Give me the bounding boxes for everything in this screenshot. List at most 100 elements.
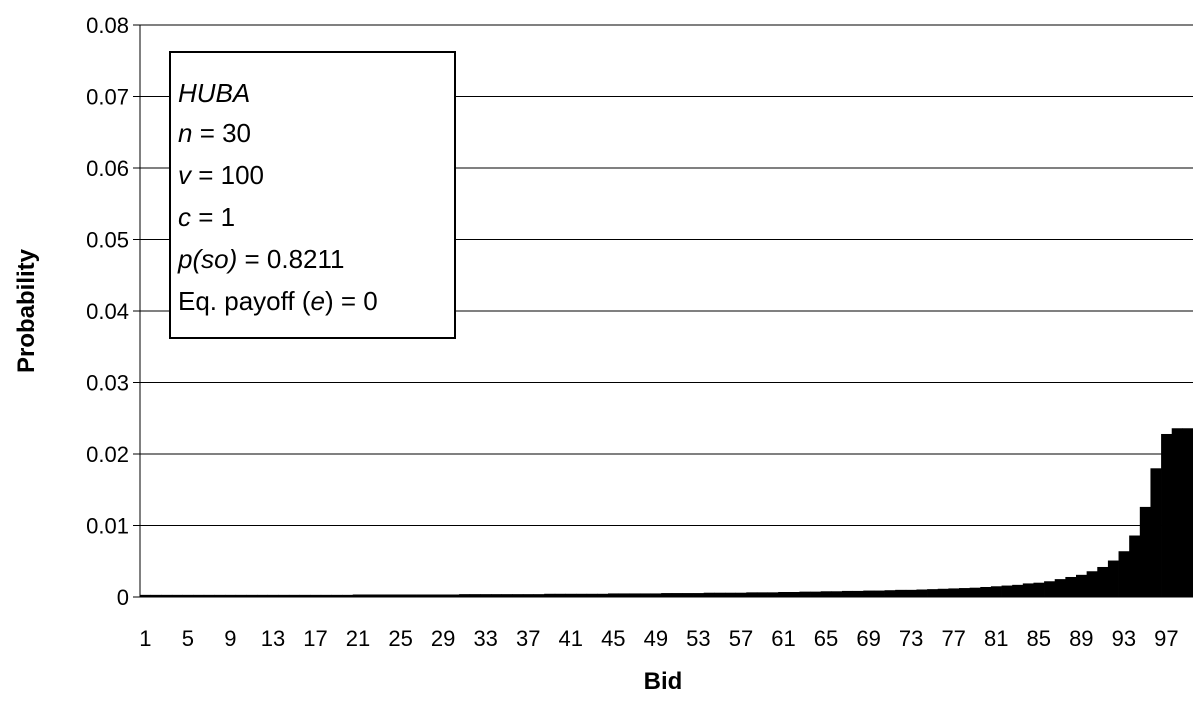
bar <box>937 588 949 597</box>
bar <box>693 593 705 597</box>
bar <box>416 594 428 597</box>
x-tick-label: 49 <box>644 626 668 651</box>
bar <box>203 594 215 597</box>
y-tick-label: 0 <box>117 585 129 610</box>
y-axis-title: Probability <box>13 248 40 373</box>
legend-line-c: c = 1 <box>178 202 235 232</box>
bar <box>810 591 822 597</box>
bar <box>1076 574 1087 597</box>
bar <box>799 591 811 597</box>
legend-line-n: n = 30 <box>178 118 251 148</box>
bar <box>310 594 322 597</box>
y-tick-label: 0.06 <box>86 156 129 181</box>
x-tick-label: 29 <box>431 626 455 651</box>
bar <box>267 594 279 597</box>
x-tick-label: 73 <box>899 626 923 651</box>
bar <box>576 593 588 597</box>
bar <box>980 586 992 597</box>
bar <box>342 594 354 597</box>
y-tick-labels: 0 0.01 0.02 0.03 0.04 0.05 0.06 0.07 0.08 <box>86 13 140 610</box>
bars <box>140 428 1193 597</box>
bar <box>852 590 864 597</box>
bar <box>225 594 237 597</box>
bar <box>990 586 1002 597</box>
bar <box>405 594 417 597</box>
parameter-legend: HUBA n = 30 v = 100 c = 1 p(so) = 0.8211… <box>169 51 456 339</box>
y-tick-label: 0.08 <box>86 13 129 38</box>
x-tick-label: 37 <box>516 626 540 651</box>
x-tick-label: 93 <box>1112 626 1136 651</box>
bar <box>1171 428 1183 597</box>
legend-title: HUBA <box>178 78 250 108</box>
bar <box>671 593 683 597</box>
bar <box>884 590 896 597</box>
bar <box>842 590 853 597</box>
bar <box>480 594 492 597</box>
y-tick-label: 0.04 <box>86 299 129 324</box>
bar <box>639 593 651 597</box>
bar <box>735 592 747 597</box>
bar <box>331 594 343 597</box>
x-tick-label: 81 <box>984 626 1008 651</box>
bar <box>150 594 162 597</box>
bar <box>1001 585 1013 597</box>
y-tick-label: 0.03 <box>86 371 129 396</box>
bar <box>501 594 513 597</box>
bar <box>1139 506 1151 597</box>
legend-box <box>169 51 456 339</box>
bar <box>374 594 385 597</box>
x-tick-label: 85 <box>1027 626 1051 651</box>
bar <box>427 594 439 597</box>
legend-line-v: v = 100 <box>178 160 264 190</box>
bar <box>905 589 917 597</box>
bar <box>746 592 758 597</box>
bar <box>618 593 630 597</box>
x-tick-label: 17 <box>303 626 327 651</box>
bar <box>214 594 226 597</box>
bar <box>352 594 364 597</box>
bar <box>703 592 715 597</box>
x-tick-label: 65 <box>814 626 838 651</box>
bar <box>682 593 694 597</box>
bar <box>554 593 566 597</box>
legend-line-pso: p(so) = 0.8211 <box>177 244 344 274</box>
bar <box>363 594 375 597</box>
y-tick-label: 0.02 <box>86 442 129 467</box>
bar <box>586 593 598 597</box>
bar <box>863 590 875 597</box>
bar <box>778 591 790 597</box>
x-tick-label: 5 <box>182 626 194 651</box>
bar <box>873 590 885 597</box>
y-tick-label: 0.05 <box>86 228 129 253</box>
bar <box>1054 579 1066 597</box>
bar <box>288 594 300 597</box>
bar <box>820 591 832 597</box>
bar <box>597 593 609 597</box>
bar <box>1107 560 1119 597</box>
bar <box>278 594 290 597</box>
x-tick-label: 89 <box>1069 626 1093 651</box>
legend-line-payoff: Eq. payoff (e) = 0 <box>178 286 378 316</box>
bar <box>1065 576 1077 597</box>
x-tick-label: 53 <box>686 626 710 651</box>
bar <box>565 593 577 597</box>
bar <box>235 594 247 597</box>
bar <box>140 594 151 597</box>
bar <box>767 592 779 597</box>
bar <box>395 594 407 597</box>
bar <box>1044 581 1056 597</box>
bar <box>1012 584 1024 597</box>
x-tick-labels: 1 5 9 13 17 21 25 29 33 37 41 45 49 53 57 61 65 69 73 77 81 8… <box>139 626 1178 651</box>
bar <box>969 587 981 597</box>
bar <box>650 593 662 597</box>
x-tick-label: 21 <box>346 626 370 651</box>
bar <box>544 593 556 597</box>
bar <box>948 588 960 597</box>
bar <box>725 592 736 597</box>
x-tick-label: 61 <box>771 626 795 651</box>
x-tick-label: 1 <box>139 626 151 651</box>
bar <box>257 594 268 597</box>
bar <box>916 589 928 597</box>
x-tick-label: 57 <box>729 626 753 651</box>
